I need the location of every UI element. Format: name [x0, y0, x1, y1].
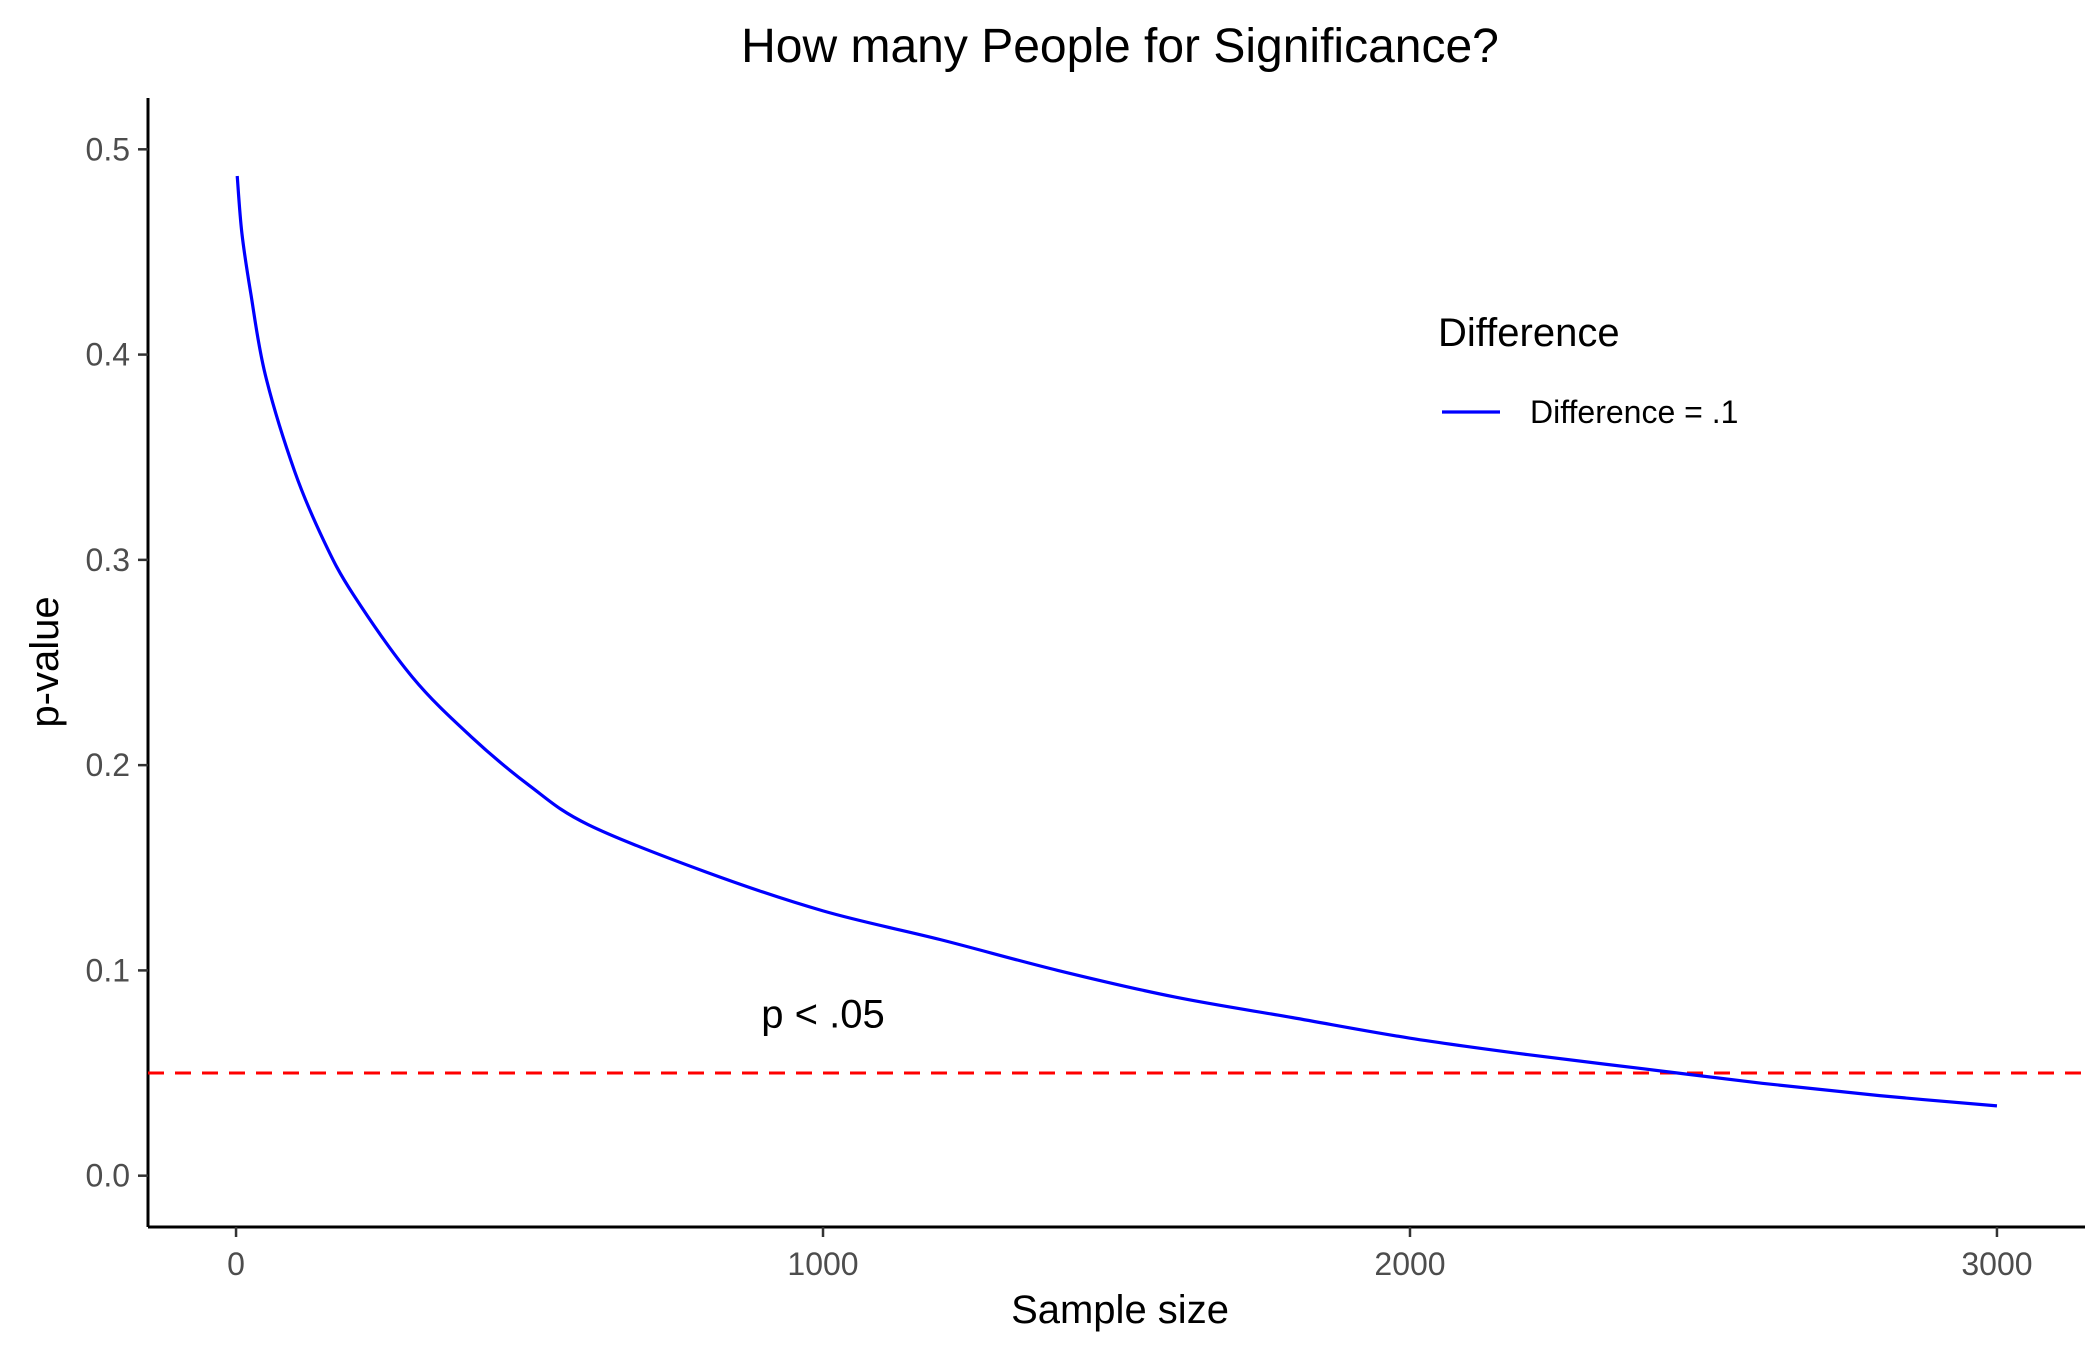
y-axis-title: p-value [23, 596, 67, 727]
y-tick-label: 0.4 [86, 337, 130, 373]
threshold-annotation: p < .05 [761, 993, 884, 1037]
legend: Difference Difference = .1 [1438, 311, 1738, 430]
y-tick-label: 0.2 [86, 747, 130, 783]
legend-label: Difference = .1 [1530, 394, 1738, 430]
series-line-difference-0-1 [235, 175, 1998, 1108]
chart-title: How many People for Significance? [741, 20, 1499, 73]
x-axis-title: Sample size [1011, 1288, 1229, 1332]
x-tick-label: 1000 [787, 1246, 858, 1282]
y-tick-label: 0.3 [86, 542, 130, 578]
legend-title: Difference [1438, 311, 1620, 355]
x-tick-label: 3000 [1961, 1246, 2032, 1282]
x-tick-label: 2000 [1374, 1246, 1445, 1282]
y-tick-label: 0.1 [86, 952, 130, 988]
x-tick-label: 0 [227, 1246, 245, 1282]
y-tick-label: 0.0 [86, 1158, 130, 1194]
y-tick-label: 0.5 [86, 131, 130, 167]
